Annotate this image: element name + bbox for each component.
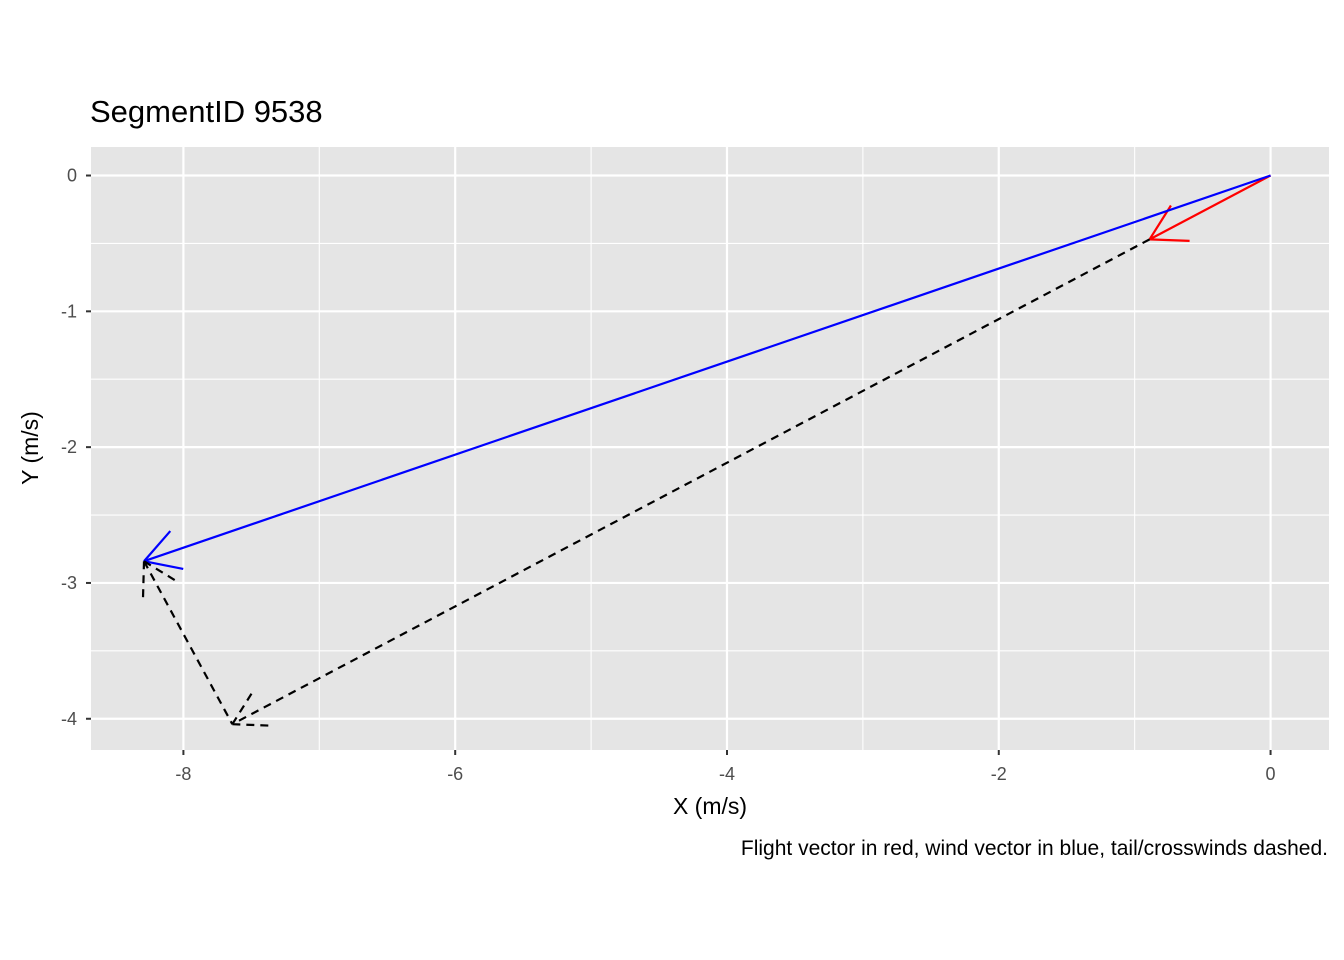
vector-arrowhead-0 xyxy=(1149,238,1190,242)
vector-arrowhead-2 xyxy=(231,689,255,725)
x-ticks: -8 -6 -4 -2 0 xyxy=(175,750,1276,784)
vectors xyxy=(141,174,1272,727)
vector-line-1 xyxy=(143,174,1271,563)
y-tick-label: -2 xyxy=(61,437,77,457)
vector-line-3 xyxy=(143,560,234,725)
x-axis-title: X (m/s) xyxy=(673,793,747,819)
x-tick-label: -4 xyxy=(719,764,735,784)
y-tick-label: -4 xyxy=(61,709,77,729)
y-ticks: 0 -1 -2 -3 -4 xyxy=(61,166,91,729)
vector-line-0 xyxy=(1149,174,1272,241)
x-tick-label: -6 xyxy=(447,764,463,784)
x-tick-label: 0 xyxy=(1266,764,1276,784)
vector-arrowhead-1 xyxy=(143,560,184,571)
chart-title: SegmentID 9538 xyxy=(90,94,323,129)
x-tick-label: -2 xyxy=(991,764,1007,784)
y-tick-label: -1 xyxy=(61,301,77,321)
y-tick-label: -3 xyxy=(61,573,77,593)
panel-background xyxy=(91,147,1329,750)
vector-arrowhead-2 xyxy=(232,723,273,727)
y-tick-label: 0 xyxy=(67,166,77,186)
vector-arrowhead-1 xyxy=(143,530,172,562)
vector-line-2 xyxy=(231,238,1151,726)
y-axis-title: Y (m/s) xyxy=(17,411,43,485)
grid-major xyxy=(91,147,1329,750)
caption: Flight vector in red, wind vector in blu… xyxy=(741,837,1328,860)
vector-arrowhead-3 xyxy=(141,561,146,602)
x-tick-label: -8 xyxy=(175,764,191,784)
vector-arrowhead-3 xyxy=(143,560,179,584)
